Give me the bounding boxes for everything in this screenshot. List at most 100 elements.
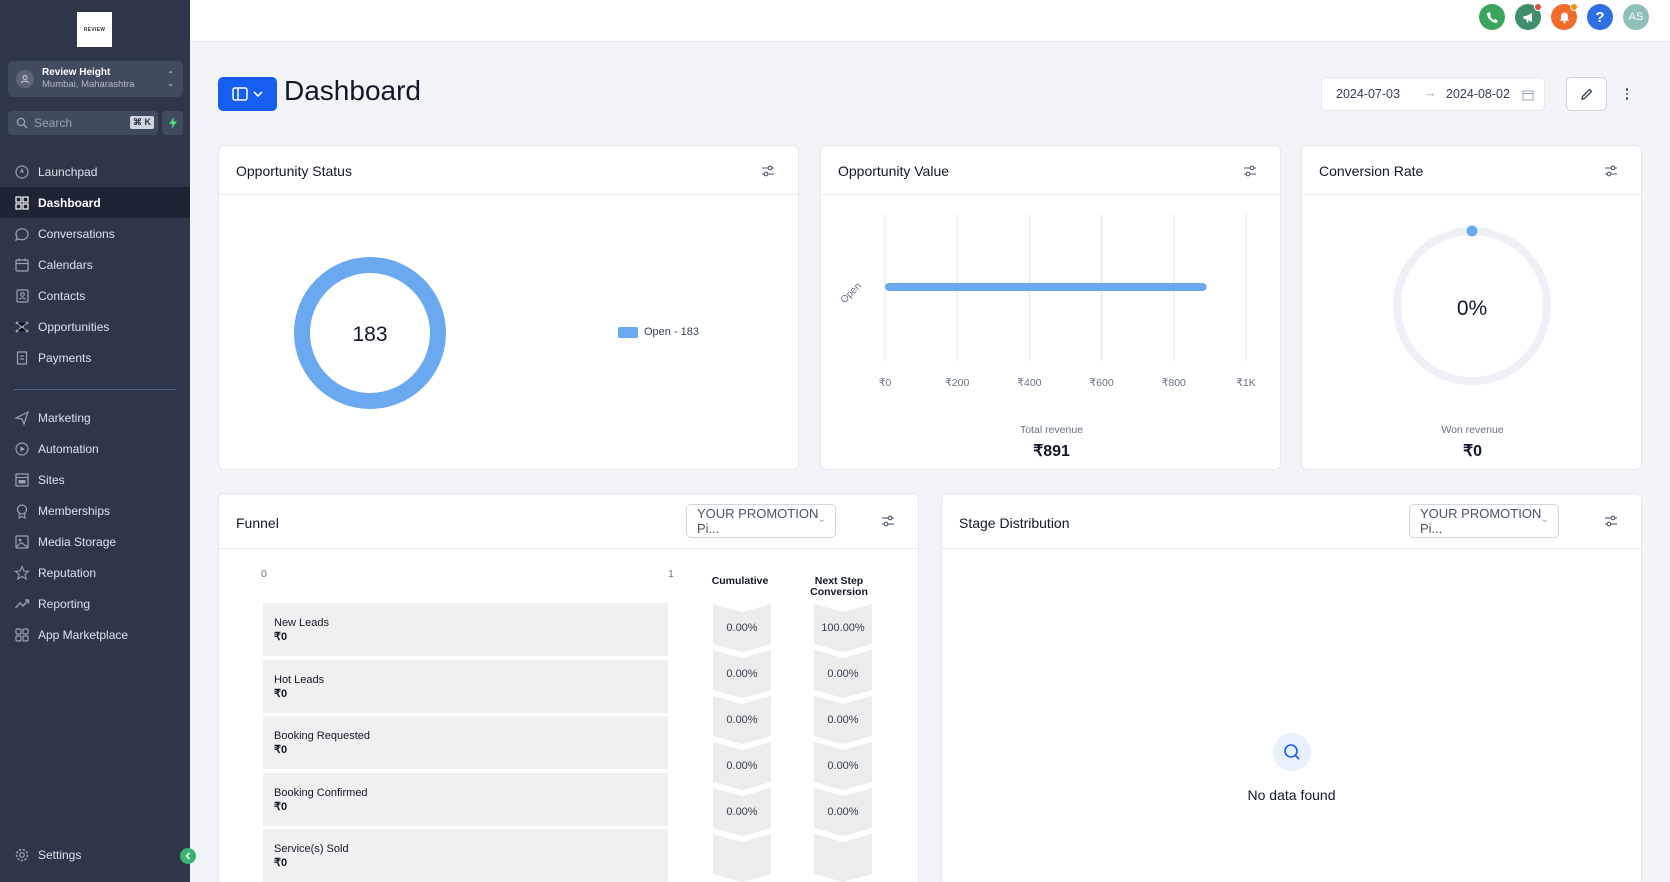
chevron-down-icon: ⌄	[1540, 514, 1549, 525]
sidebar-item-automation[interactable]: Automation	[0, 433, 190, 464]
bar-open[interactable]	[885, 283, 1207, 291]
stage-name: Hot Leads	[274, 674, 325, 686]
funnel-stage-row[interactable]: Booking Confirmed ₹0	[263, 773, 668, 826]
date-end[interactable]: 2024-08-02	[1446, 87, 1510, 101]
opportunity-value-bar-chart: ₹0 ₹200 ₹400 ₹600 ₹800 ₹1K Open	[839, 214, 1256, 389]
image-icon	[15, 534, 29, 549]
next-step-cell: 0.00%	[814, 696, 872, 744]
cumulative-cell: 0.00%	[713, 742, 771, 790]
sidebar-item-app-marketplace[interactable]: App Marketplace	[0, 619, 190, 650]
filter-settings-icon[interactable]	[881, 514, 895, 528]
help-button[interactable]: ?	[1587, 4, 1613, 30]
account-switcher[interactable]: Review Height Mumbai, Maharashtra ⌃ ⌄	[8, 61, 183, 97]
sidebar-item-sites[interactable]: Sites	[0, 464, 190, 495]
sidebar-item-label: Contacts	[38, 288, 86, 303]
gear-icon	[15, 848, 29, 861]
sidebar-item-memberships[interactable]: Memberships	[0, 495, 190, 526]
phone-button[interactable]	[1479, 4, 1505, 30]
stage-name: Service(s) Sold	[274, 843, 349, 855]
sidebar-divider	[14, 389, 176, 390]
stage-value: ₹0	[274, 801, 288, 813]
sidebar-item-label: Calendars	[38, 257, 93, 272]
y-category-label: Open	[839, 281, 864, 306]
layout-icon	[232, 87, 248, 101]
more-options-button[interactable]	[1620, 80, 1634, 108]
quick-action-button[interactable]	[162, 111, 183, 135]
sidebar-item-payments[interactable]: Payments	[0, 342, 190, 373]
filter-settings-icon[interactable]	[1604, 514, 1618, 528]
filter-settings-icon[interactable]	[1243, 164, 1257, 178]
empty-state-text: No data found	[1247, 787, 1336, 803]
conversion-value: 0%	[1457, 297, 1487, 320]
sidebar-item-conversations[interactable]: Conversations	[0, 218, 190, 249]
funnel-pipeline-select[interactable]: YOUR PROMOTION Pi... ⌄	[686, 504, 836, 538]
sidebar-item-calendars[interactable]: Calendars	[0, 249, 190, 280]
filter-settings-icon[interactable]	[761, 164, 775, 178]
card-divider	[1302, 194, 1641, 195]
arrow-right-icon: →	[1424, 86, 1437, 100]
legend-swatch	[618, 326, 638, 338]
company-logo[interactable]: REVIEW	[77, 12, 112, 47]
sidebar-item-label: Settings	[38, 847, 82, 862]
sidebar-item-label: Marketing	[38, 410, 91, 425]
sidebar-item-dashboard[interactable]: Dashboard	[0, 187, 190, 218]
sidebar-item-label: Reputation	[38, 565, 97, 580]
edit-dashboard-button[interactable]	[1566, 77, 1607, 111]
donut-segment-open[interactable]	[294, 257, 446, 409]
sidebar-item-marketing[interactable]: Marketing	[0, 402, 190, 433]
legend-item-open[interactable]: Open - 183	[618, 326, 699, 338]
funnel-stage-row[interactable]: Booking Requested ₹0	[263, 716, 668, 769]
date-start[interactable]: 2024-07-03	[1336, 87, 1400, 101]
stage-value: ₹0	[274, 857, 288, 869]
sidebar-item-launchpad[interactable]: Launchpad	[0, 156, 190, 187]
dashboard-switcher-button[interactable]	[218, 77, 277, 111]
x-tick-label: ₹1K	[1236, 377, 1256, 389]
sidebar-item-contacts[interactable]: Contacts	[0, 280, 190, 311]
search-icon	[16, 117, 28, 129]
page-title: Dashboard	[284, 75, 421, 106]
chevron-updown-icon: ⌃ ⌄	[167, 70, 174, 88]
card-title: Stage Distribution	[959, 515, 1070, 531]
sidebar-item-opportunities[interactable]: Opportunities	[0, 311, 190, 342]
cumulative-cell: 0.00%	[713, 788, 771, 836]
stage-pipeline-select[interactable]: YOUR PROMOTION Pi... ⌄	[1409, 504, 1559, 538]
legend-label: Open - 183	[644, 326, 700, 338]
filter-settings-icon[interactable]	[1604, 164, 1618, 178]
send-icon	[14, 410, 30, 426]
account-location: Mumbai, Maharashtra	[42, 79, 135, 90]
megaphone-icon	[1523, 12, 1532, 22]
sidebar-item-reputation[interactable]: Reputation	[0, 557, 190, 588]
sidebar-item-label: Conversations	[38, 226, 115, 241]
pipeline-select-value: YOUR PROMOTION Pi...	[697, 506, 819, 536]
funnel-stage-row[interactable]: Hot Leads ₹0	[263, 660, 668, 713]
next-step-header: Next Step Conversion	[799, 576, 879, 598]
card-title: Funnel	[236, 515, 279, 531]
cumulative-cell: 0.00%	[713, 604, 771, 652]
sidebar-item-media-storage[interactable]: Media Storage	[0, 526, 190, 557]
card-divider	[942, 548, 1641, 549]
collapse-sidebar-button[interactable]	[180, 848, 196, 864]
sidebar-search[interactable]: Search ⌘ K	[8, 111, 158, 135]
chevron-left-icon	[185, 852, 191, 860]
user-avatar[interactable]: AS	[1623, 4, 1649, 30]
sidebar-item-label: Memberships	[38, 503, 111, 518]
bolt-icon	[168, 117, 177, 129]
x-tick-label: ₹600	[1089, 377, 1113, 389]
grid-icon	[15, 195, 29, 210]
sidebar-item-settings[interactable]: Settings	[0, 839, 190, 870]
conversion-rate-card: Conversion Rate 0% Won revenue ₹0	[1301, 145, 1642, 470]
top-bar: ? AS	[190, 0, 1670, 42]
card-title: Opportunity Value	[838, 163, 950, 179]
status-donut-chart: 183	[294, 257, 446, 409]
account-name: Review Height	[42, 67, 111, 78]
sidebar: REVIEW Review Height Mumbai, Maharashtra…	[0, 0, 190, 882]
pencil-icon	[1580, 88, 1592, 100]
notifications-button[interactable]	[1551, 3, 1578, 30]
date-range-picker[interactable]: 2024-07-03 → 2024-08-02	[1321, 77, 1545, 111]
funnel-stage-row[interactable]: New Leads ₹0	[263, 603, 668, 656]
automation-icon	[15, 441, 29, 456]
funnel-stage-row[interactable]: Service(s) Sold ₹0	[263, 829, 668, 882]
stage-value: ₹0	[274, 744, 288, 756]
announcements-button[interactable]	[1515, 3, 1542, 30]
sidebar-item-reporting[interactable]: Reporting	[0, 588, 190, 619]
